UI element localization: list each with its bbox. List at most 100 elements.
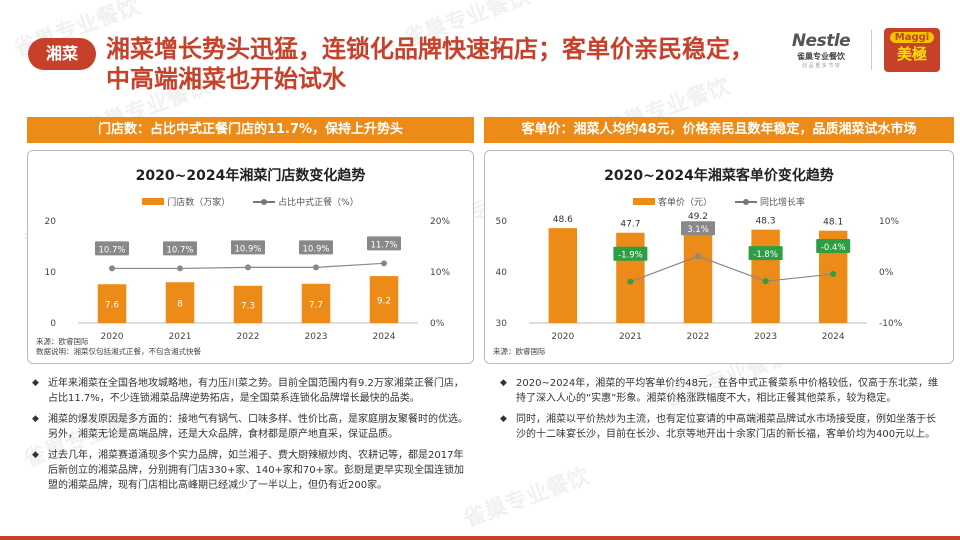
line-point [313,264,319,271]
line-point [381,260,387,267]
avg-price-chart-panel: 2020~2024年湘菜客单价变化趋势 客单价（元） 同比增长率 30 40 50 -… [484,150,954,364]
bar-value-label: 7.3 [241,301,255,311]
legend-bar-swatch [142,198,165,205]
line-value-label: 3.1% [687,225,709,235]
line-value-label: 10.9% [234,244,261,254]
line-value-label: -0.4% [821,243,846,253]
y-axis-left-tick: 40 [496,268,508,278]
x-axis-tick: 2020 [551,332,574,342]
bullet-item: 同时，湘菜以平价热炒为主流，也有定位宴请的中高端湘菜品牌试水市场接受度，例如坐落… [500,412,940,442]
x-axis-tick: 2024 [822,332,845,342]
avg-price-chart: 30 40 50 -10% 0% 10% 2020 48.6 2021 47.7 2022 49.2 2… [496,212,903,342]
nestle-logo: Nestle 雀巢专业餐饮 创 品 重 多 节 饼 [783,31,859,69]
left-panel-header: 门店数：占比中式正餐门店的11.7%，保持上升势头 [27,117,474,143]
page-title-line2: 中高端湘菜也开始试水 [106,65,346,93]
nestle-logo-text: Nestle [791,31,851,51]
legend-bar-swatch [633,198,656,205]
chart-title: 2020~2024年湘菜客单价变化趋势 [604,168,834,184]
y-axis-right-tick: 20% [430,217,450,227]
store-count-chart: 0 10 20 0% 10% 20% 2020 7.6 2021 8 2022 7.3 2023 7.7 2… [45,217,451,342]
x-axis-tick: 2024 [373,332,396,342]
y-axis-right-tick: 10% [430,268,450,278]
bar [165,282,195,323]
line-point [695,253,701,260]
bar-value-label: 48.1 [823,218,843,228]
bar [97,284,127,323]
page-title: 湘菜增长势头迅猛，连锁化品牌快速拓店；客单价亲民稳定， 中高端湘菜也开始试水 [106,34,766,94]
bar-value-label: 9.2 [377,297,391,307]
y-axis-right-tick: 0% [430,319,445,329]
line-label-box [163,241,197,256]
chart-source: 来源：欧睿国际 数据说明：湘菜仅包括湘式正餐，不包含湘式快餐 [36,337,201,357]
nestle-logo-subtitle: 雀巢专业餐饮 [797,52,845,61]
maggi-logo-bottom: 美極 [896,45,927,63]
watermark: 雀巢专业餐饮 [460,464,594,533]
legend-bar-label: 门店数（万家） [167,198,231,208]
y-axis-left-tick: 20 [45,217,57,227]
line-point [177,265,183,272]
bullet-item: 湘菜的爆发原因是多方面的：接地气有锅气、口味多样、性价比高，是家庭朋友聚餐时的优… [32,412,472,442]
bar [548,228,577,323]
legend-line-label: 占比中式正餐（%） [278,198,359,208]
page-title-line1: 湘菜增长势头迅猛，连锁化品牌快速拓店；客单价亲民稳定， [106,35,754,63]
store-count-chart-panel: 2020~2024年湘菜门店数变化趋势 门店数（万家） 占比中式正餐（%） 0 1… [27,150,474,364]
category-tag: 湘菜 [28,38,96,70]
bar [683,225,713,323]
bullet-item: 过去几年，湘菜赛道涌现多个实力品牌，如兰湘子、费大厨辣椒炒肉、农耕记等，都是20… [32,448,472,493]
x-axis-tick: 2021 [619,332,642,342]
y-axis-left-tick: 50 [496,217,508,227]
y-axis-left-tick: 30 [496,319,508,329]
line-label-box [367,236,401,251]
x-axis-tick: 2021 [169,332,192,342]
bar-value-label: 49.2 [688,212,708,222]
x-axis-tick: 2023 [305,332,328,342]
legend-line-label: 同比增长率 [759,198,805,208]
line-label-box [748,246,783,261]
line-point [830,271,837,278]
line-label-box [299,240,333,255]
legend-line-swatch [734,198,757,205]
source-line: 来源：欧睿国际 [493,347,546,356]
bar-value-label: 47.7 [620,220,640,230]
bar-value-label: 48.3 [756,217,776,227]
bar [751,229,780,323]
line-label-box [681,221,715,236]
line-value-label: 10.7% [166,245,193,255]
line-point [109,265,115,272]
bullet-item: 2020~2024年，湘菜的平均客单价约48元，在各中式正餐菜系中价格较低，仅高… [500,376,940,406]
line-point [245,264,251,271]
legend-bar-label: 客单价（元） [658,198,713,208]
line-label-box [816,239,851,254]
bar-value-label: 7.7 [309,300,323,310]
bar-value-label: 8 [177,300,183,310]
y-axis-right-tick: 0% [879,268,894,278]
line-label-box [231,240,265,255]
chart-legend: 客单价（元） 同比增长率 [485,195,953,208]
chart-title: 2020~2024年湘菜门店数变化趋势 [135,168,366,184]
bar [233,285,263,323]
line-label-box [95,241,129,256]
bottom-accent-bar [0,536,960,540]
x-axis-tick: 2022 [237,332,260,342]
source-line: 来源：欧睿国际 [36,337,89,346]
y-axis-right-tick: 10% [879,217,899,227]
line-value-label: 10.9% [302,244,329,254]
x-axis-tick: 2023 [754,332,777,342]
bullet-item: 近年来湘菜在全国各地攻城略地，有力压川菜之势。目前全国范围内有9.2万家湘菜正餐… [32,376,472,406]
legend-line-swatch [253,198,276,205]
x-axis-tick: 2022 [687,332,710,342]
right-bullet-list: 2020~2024年，湘菜的平均客单价约48元，在各中式正餐菜系中价格较低，仅高… [500,376,940,448]
x-axis-tick: 2020 [101,332,124,342]
line-value-label: -1.8% [753,250,778,260]
chart-source: 来源：欧睿国际 [493,347,546,357]
y-axis-left-tick: 10 [45,268,57,278]
bar [301,283,331,323]
right-panel-header: 客单价：湘菜人均约48元，价格亲民且数年稳定，品质湘菜试水市场 [484,117,954,143]
series-line [630,255,834,283]
line-value-label: 10.7% [98,245,125,255]
data-note: 数据说明：湘菜仅包括湘式正餐，不包含湘式快餐 [36,347,201,356]
left-bullet-list: 近年来湘菜在全国各地攻城略地，有力压川菜之势。目前全国范围内有9.2万家湘菜正餐… [32,376,472,499]
bar [369,276,399,323]
line-value-label: -1.9% [618,251,643,261]
y-axis-left-tick: 0 [50,319,56,329]
